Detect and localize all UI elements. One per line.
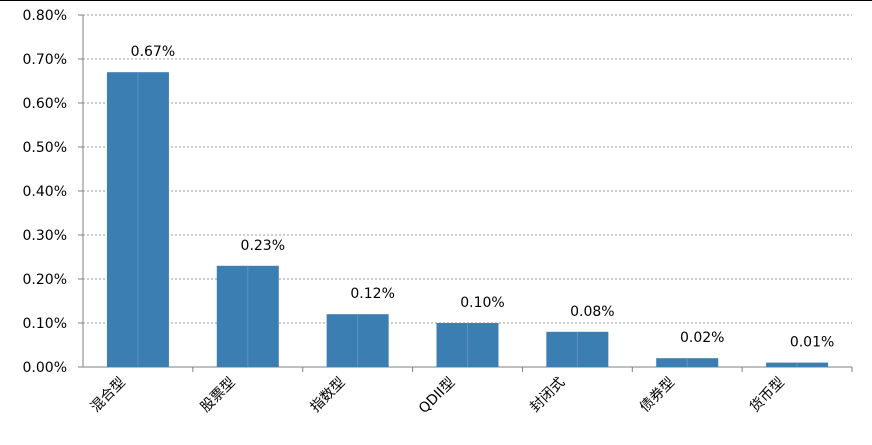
data-label: 0.12% xyxy=(350,286,394,302)
y-tick-label: 0.30% xyxy=(23,228,67,244)
y-tick-label: 0.10% xyxy=(23,316,67,332)
y-tick-label: 0.70% xyxy=(23,52,67,68)
data-label: 0.23% xyxy=(241,238,285,254)
data-label: 0.67% xyxy=(131,44,175,60)
category-label: 封闭式 xyxy=(527,375,568,416)
category-label: 股票型 xyxy=(198,375,239,416)
category-label: 货币型 xyxy=(746,374,788,416)
data-label: 0.02% xyxy=(680,330,724,346)
category-label: QDII型 xyxy=(416,375,458,417)
y-tick-label: 0.80% xyxy=(23,8,67,24)
y-tick-label: 0.20% xyxy=(23,272,67,288)
category-label: 债券型 xyxy=(637,375,678,416)
y-tick-label: 0.40% xyxy=(23,184,67,200)
y-tick-label: 0.00% xyxy=(23,360,67,376)
data-label: 0.01% xyxy=(790,335,834,351)
top-rule xyxy=(0,0,872,1)
category-label: 混合型 xyxy=(88,375,129,416)
category-label: 指数型 xyxy=(307,375,348,416)
data-label: 0.08% xyxy=(570,304,614,320)
data-label: 0.10% xyxy=(460,295,504,311)
axis-layer: 0.00% 0.10% 0.20% 0.30% 0.40% 0.50% 0.60% 0.70%… xyxy=(23,8,853,376)
bar-layer xyxy=(106,72,829,367)
grid-layer xyxy=(83,14,852,324)
y-tick-label: 0.50% xyxy=(23,140,67,156)
y-tick-label: 0.60% xyxy=(23,96,67,112)
